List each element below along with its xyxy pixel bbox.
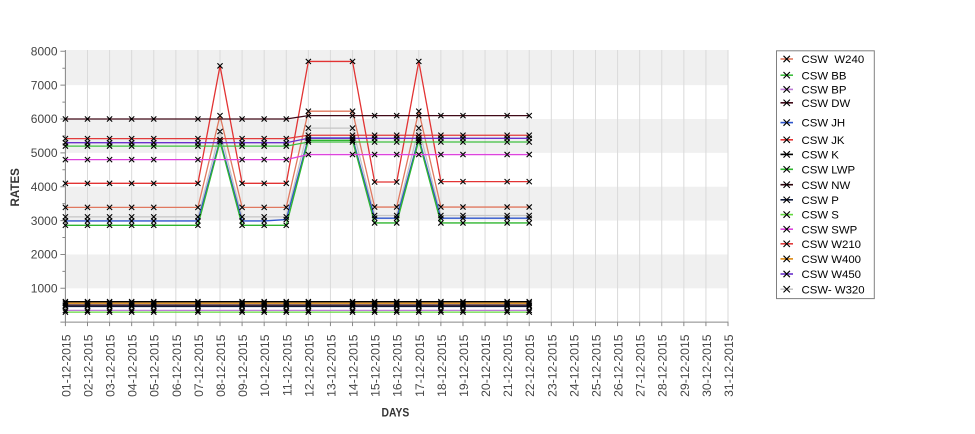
svg-text:CSW LWP: CSW LWP bbox=[802, 164, 856, 176]
svg-text:6000: 6000 bbox=[31, 112, 58, 126]
svg-text:10-12-2015: 10-12-2015 bbox=[258, 334, 272, 397]
svg-text:14-12-2015: 14-12-2015 bbox=[347, 334, 361, 397]
svg-text:CSW P: CSW P bbox=[802, 195, 839, 207]
svg-text:CSW W450: CSW W450 bbox=[802, 269, 862, 281]
svg-text:07-12-2015: 07-12-2015 bbox=[192, 334, 206, 397]
svg-text:31-12-2015: 31-12-2015 bbox=[722, 334, 736, 397]
svg-text:CSW JK: CSW JK bbox=[802, 135, 845, 147]
svg-text:13-12-2015: 13-12-2015 bbox=[324, 334, 338, 397]
svg-text:29-12-2015: 29-12-2015 bbox=[678, 334, 692, 397]
svg-text:30-12-2015: 30-12-2015 bbox=[700, 334, 714, 397]
svg-text:CSW BB: CSW BB bbox=[802, 70, 847, 82]
svg-text:1000: 1000 bbox=[31, 282, 58, 296]
svg-text:CSW JH: CSW JH bbox=[802, 118, 846, 130]
svg-text:04-12-2015: 04-12-2015 bbox=[126, 334, 140, 397]
svg-text:25-12-2015: 25-12-2015 bbox=[590, 334, 604, 397]
svg-text:CSW K: CSW K bbox=[802, 150, 840, 162]
svg-text:4000: 4000 bbox=[31, 180, 58, 194]
svg-text:27-12-2015: 27-12-2015 bbox=[634, 334, 648, 397]
svg-text:7000: 7000 bbox=[31, 78, 58, 92]
svg-text:24-12-2015: 24-12-2015 bbox=[567, 334, 581, 397]
svg-text:CSW- W320: CSW- W320 bbox=[802, 284, 865, 296]
svg-text:23-12-2015: 23-12-2015 bbox=[545, 334, 559, 397]
svg-text:CSW W240: CSW W240 bbox=[802, 54, 865, 66]
svg-text:CSW BP: CSW BP bbox=[802, 85, 847, 97]
svg-text:06-12-2015: 06-12-2015 bbox=[170, 334, 184, 397]
svg-text:01-12-2015: 01-12-2015 bbox=[59, 334, 73, 397]
svg-text:5000: 5000 bbox=[31, 146, 58, 160]
svg-text:15-12-2015: 15-12-2015 bbox=[369, 334, 383, 397]
svg-text:CSW W210: CSW W210 bbox=[802, 239, 862, 251]
svg-text:DAYS: DAYS bbox=[382, 405, 410, 419]
svg-text:CSW SWP: CSW SWP bbox=[802, 224, 858, 236]
svg-text:8000: 8000 bbox=[31, 45, 58, 59]
svg-text:16-12-2015: 16-12-2015 bbox=[391, 334, 405, 397]
svg-text:09-12-2015: 09-12-2015 bbox=[236, 334, 250, 397]
svg-text:28-12-2015: 28-12-2015 bbox=[656, 334, 670, 397]
svg-text:20-12-2015: 20-12-2015 bbox=[479, 334, 493, 397]
svg-text:08-12-2015: 08-12-2015 bbox=[214, 334, 228, 397]
svg-text:12-12-2015: 12-12-2015 bbox=[302, 334, 316, 397]
svg-text:CSW S: CSW S bbox=[802, 210, 840, 222]
svg-text:CSW NW: CSW NW bbox=[802, 180, 851, 192]
svg-text:21-12-2015: 21-12-2015 bbox=[501, 334, 515, 397]
svg-text:03-12-2015: 03-12-2015 bbox=[104, 334, 118, 397]
svg-text:18-12-2015: 18-12-2015 bbox=[435, 334, 449, 397]
svg-text:RATES: RATES bbox=[8, 168, 22, 206]
svg-text:2000: 2000 bbox=[31, 248, 58, 262]
svg-text:02-12-2015: 02-12-2015 bbox=[82, 334, 96, 397]
svg-text:22-12-2015: 22-12-2015 bbox=[523, 334, 537, 397]
svg-text:26-12-2015: 26-12-2015 bbox=[612, 334, 626, 397]
svg-text:11-12-2015: 11-12-2015 bbox=[280, 334, 294, 396]
svg-text:CSW DW: CSW DW bbox=[802, 98, 851, 110]
svg-text:3000: 3000 bbox=[31, 214, 58, 228]
svg-text:CSW W400: CSW W400 bbox=[802, 254, 862, 266]
svg-text:17-12-2015: 17-12-2015 bbox=[413, 334, 427, 397]
svg-text:05-12-2015: 05-12-2015 bbox=[148, 334, 162, 397]
svg-text:19-12-2015: 19-12-2015 bbox=[457, 334, 471, 397]
